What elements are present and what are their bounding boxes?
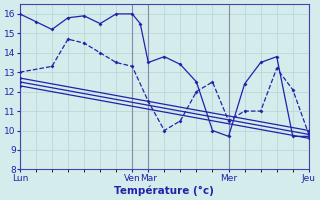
X-axis label: Température (°c): Température (°c): [114, 185, 214, 196]
